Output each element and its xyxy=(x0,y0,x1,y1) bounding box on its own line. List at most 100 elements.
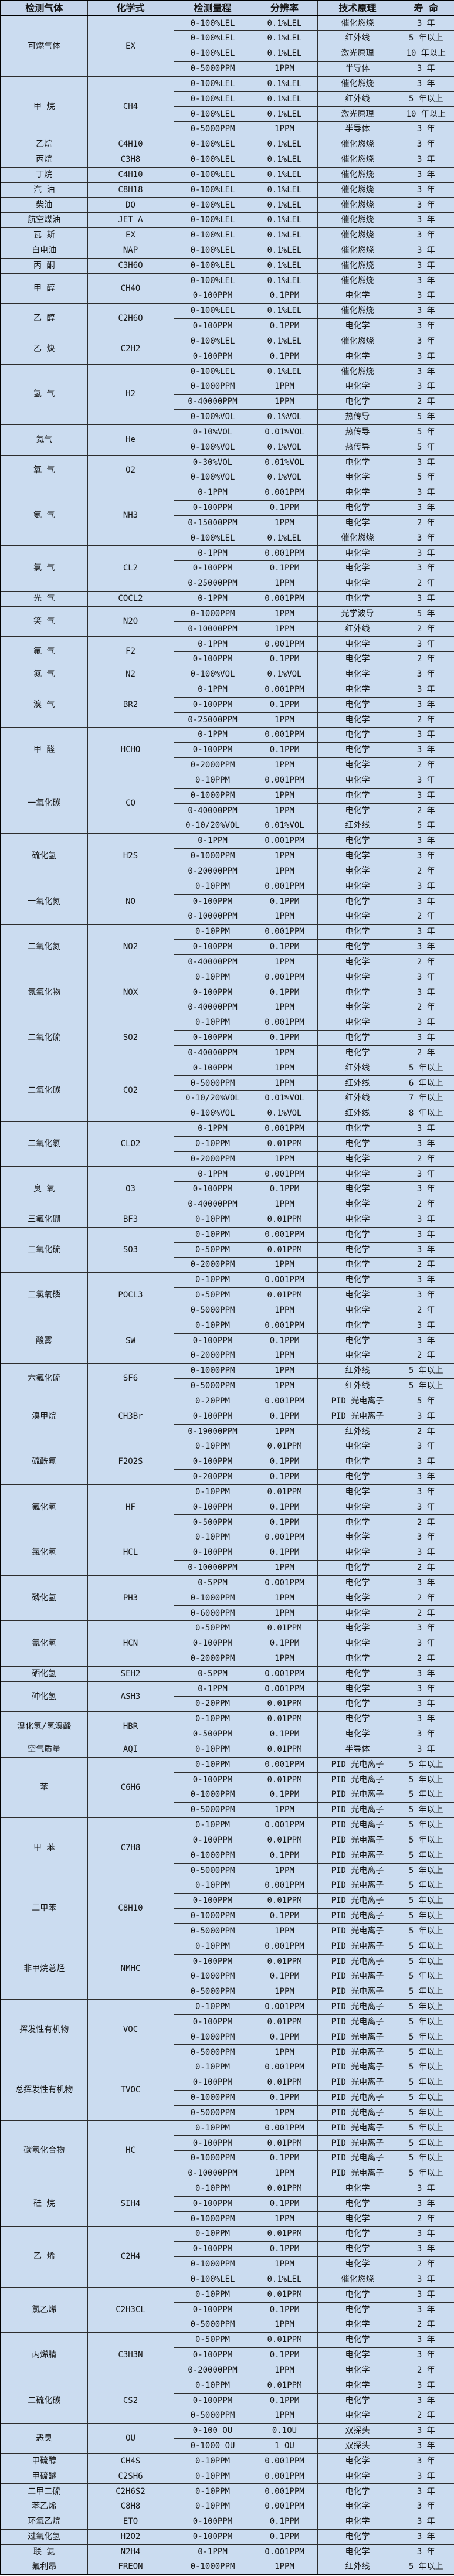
gas-cell: 氨 气 xyxy=(0,485,88,546)
table-row: 0-100PPM 0.1PPM 电化学 3 年 xyxy=(1,1545,454,1561)
lifespan-cell: 3 年 xyxy=(397,1484,454,1500)
resolution-cell: 1PPM xyxy=(251,2559,318,2575)
resolution-cell: 0.1PPM xyxy=(251,1029,318,1046)
table-row: 0-25000PPM 1PPM 电化学 2 年 xyxy=(1,576,454,592)
table-row: 可燃气体 EX 0-100%LEL 0.1%LEL 催化燃烧 3 年 xyxy=(0,15,454,77)
range-cell: 0-100PPM xyxy=(173,1636,252,1651)
resolution-cell: 0.001PPM xyxy=(251,924,318,940)
lifespan-cell: 3 年 xyxy=(397,727,454,743)
resolution-cell: 0.1PPM xyxy=(251,2150,318,2167)
lifespan-cell: 3 年 xyxy=(397,924,454,940)
resolution-cell: 1PPM xyxy=(251,379,318,395)
lifespan-cell: 3 年 xyxy=(397,696,454,713)
resolution-cell: 1PPM xyxy=(251,1378,318,1394)
resolution-cell: 1PPM xyxy=(251,1302,318,1318)
table-row: 丁烷 C4H10 0-100%LEL 0.1%LEL 催化燃烧 3 年 xyxy=(0,166,454,183)
resolution-cell: 1PPM xyxy=(251,1423,318,1440)
lifespan-cell: 2 年 xyxy=(397,757,454,773)
range-cell: 0-2000PPM xyxy=(173,1151,252,1167)
principle-cell: 电化学 xyxy=(317,1620,398,1637)
principle-cell: 催化燃烧 xyxy=(317,303,398,320)
table-row: 0-10000PPM 1PPM PID 光电离子 5 年以上 xyxy=(1,2166,454,2181)
lifespan-cell: 7 年以上 xyxy=(397,1090,454,1107)
resolution-cell: 0.01PPM xyxy=(251,1136,318,1152)
principle-cell: 电化学 xyxy=(317,696,398,713)
principle-cell: 催化燃烧 xyxy=(317,76,398,92)
gas-cell: 磷化氢 xyxy=(0,1575,88,1622)
table-row: 0-100PPM 0.1PPM 电化学 3 年 xyxy=(1,984,454,1001)
resolution-cell: 0.001PPM xyxy=(251,1272,318,1289)
table-row: 0-100PPM 0.1PPM 电化学 3 年 xyxy=(1,348,454,365)
lifespan-cell: 2 年 xyxy=(397,1045,454,1061)
principle-cell: 电化学 xyxy=(317,1727,398,1742)
range-cell: 0-100%LEL xyxy=(173,151,252,168)
range-cell: 0-10000PPM xyxy=(173,2166,252,2181)
formula-cell: N2H4 xyxy=(87,2544,174,2560)
table-row: 甲硫醚 C2SH6 0-10PPM 0.001PPM 电化学 3 年 xyxy=(0,2468,454,2485)
range-cell: 0-100PPM xyxy=(173,2196,252,2212)
resolution-cell: 0.01PPM xyxy=(251,2075,318,2091)
principle-cell: 催化燃烧 xyxy=(317,363,398,380)
formula-cell: CH4S xyxy=(87,2453,174,2469)
formula-cell: C2H3CL xyxy=(87,2286,174,2333)
range-cell: 0-100PPM xyxy=(173,651,252,668)
principle-cell: 电化学 xyxy=(317,1257,398,1273)
lifespan-cell: 3 年 xyxy=(397,318,454,334)
table-row: 汽 油 C8H18 0-100%LEL 0.1%LEL 催化燃烧 3 年 xyxy=(0,182,454,198)
range-cell: 0-10PPM xyxy=(173,1530,252,1546)
principle-cell: 红外线 xyxy=(317,1075,398,1092)
lifespan-cell: 5 年以上 xyxy=(397,1847,454,1864)
lifespan-cell: 3 年 xyxy=(397,303,454,320)
lifespan-cell: 3 年 xyxy=(397,1681,454,1697)
principle-cell: 催化燃烧 xyxy=(317,257,398,274)
lifespan-cell: 3 年 xyxy=(397,939,454,955)
table-row: 酸雾 SW 0-10PPM 0.001PPM 电化学 3 年 xyxy=(0,1317,454,1364)
lifespan-cell: 8 年以上 xyxy=(397,1106,454,1122)
lifespan-cell: 3 年 xyxy=(397,1317,454,1334)
range-cell: 0-100%LEL xyxy=(173,91,252,107)
header-row: 检测气体 化学式 检测量程 分辨率 技术原理寿 命 xyxy=(0,0,454,16)
gas-cell: 汽 油 xyxy=(0,182,88,198)
range-cell: 0-100PPM xyxy=(173,1181,252,1198)
table-row: 恶臭 OU 0-100 OU 0.1OU 双探头 3 年 xyxy=(0,2423,454,2454)
range-cell: 0-100 OU xyxy=(173,2423,252,2439)
table-row: 0-1000PPM 0.1PPM PID 光电离子 5 年以上 xyxy=(1,1908,454,1924)
resolution-cell: 0.1PPM xyxy=(251,1469,318,1485)
resolution-cell: 0.001PPM xyxy=(251,545,318,562)
range-cell: 0-100PPM xyxy=(173,2529,252,2545)
resolution-cell: 0.001PPM xyxy=(251,485,318,501)
range-cell: 0-1PPM xyxy=(173,485,252,501)
lifespan-cell: 5 年 xyxy=(397,1393,454,1409)
range-cell: 0-25000PPM xyxy=(173,576,252,592)
table-row: 0-1000PPM 0.1PPM PID 光电离子 5 年以上 xyxy=(1,1847,454,1864)
resolution-cell: 0.01%VOL xyxy=(251,424,318,440)
formula-cell: ASH3 xyxy=(87,1681,174,1712)
lifespan-cell: 3 年 xyxy=(397,787,454,804)
resolution-cell: 1PPM xyxy=(251,2317,318,2333)
table-row: 0-100%LEL 0.1%LEL 激光原理 10 年以上 xyxy=(1,106,454,123)
principle-cell: 电化学 xyxy=(317,984,398,1001)
resolution-cell: 1PPM xyxy=(251,2362,318,2378)
range-cell: 0-10PPM xyxy=(173,2377,252,2394)
table-row: 苯 C6H6 0-10PPM 0.001PPM PID 光电离子 5 年以上 xyxy=(0,1756,454,1819)
range-cell: 0-1PPM xyxy=(173,681,252,698)
range-cell: 0-10/20%VOL xyxy=(173,818,252,834)
table-row: 二甲二硫 C2H6S2 0-10PPM 0.001PPM 电化学 3 年 xyxy=(0,2483,454,2500)
resolution-cell: 0.01PPM xyxy=(251,1711,318,1728)
formula-cell: C2H4 xyxy=(87,2226,174,2288)
principle-cell: PID 光电离子 xyxy=(317,1756,398,1773)
principle-cell: 电化学 xyxy=(317,2286,398,2303)
principle-cell: 电化学 xyxy=(317,1302,398,1318)
resolution-cell: 1PPM xyxy=(251,848,318,864)
resolution-cell: 1PPM xyxy=(251,576,318,592)
lifespan-cell: 3 年 xyxy=(397,1454,454,1470)
resolution-cell: 0.1%LEL xyxy=(251,2271,318,2288)
lifespan-cell: 3 年 xyxy=(397,545,454,562)
lifespan-cell: 5 年 xyxy=(397,439,454,456)
table-row: 氮氧化物 NOX 0-10PPM 0.001PPM 电化学 3 年 xyxy=(0,969,454,1016)
lifespan-cell: 5 年以上 xyxy=(397,1772,454,1788)
table-row: 0-100PPM 0.1PPM 电化学 3 年 xyxy=(1,1454,454,1470)
resolution-cell: 1PPM xyxy=(251,2256,318,2272)
resolution-cell: 0.01PPM xyxy=(251,1620,318,1637)
